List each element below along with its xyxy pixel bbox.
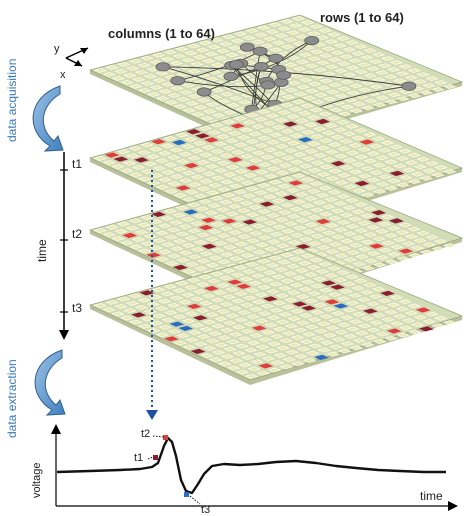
- extraction-curved-arrow: [34, 349, 66, 416]
- time-axis: [59, 152, 69, 340]
- voltage-trace-panel: [51, 424, 458, 511]
- time-point-t1: t1: [72, 157, 82, 171]
- trace-t2: t2: [141, 428, 150, 440]
- data-acquisition-label: data acquisition: [5, 59, 19, 142]
- axis-x-label: x: [60, 69, 66, 81]
- xy-axis-icon: [65, 47, 89, 67]
- rows-label: rows (1 to 64): [320, 10, 404, 25]
- time-point-t3: t3: [72, 301, 82, 315]
- time-point-t2: t2: [72, 227, 82, 241]
- trace-t1: t1: [134, 452, 143, 464]
- trace-time-label: time: [420, 489, 443, 503]
- trace-t3: t3: [201, 504, 210, 516]
- voltage-axis-label: voltage: [31, 463, 43, 498]
- extraction-dotted-arrow: [146, 170, 158, 420]
- acquisition-curved-arrow: [32, 85, 64, 152]
- axis-y-label: y: [54, 43, 60, 55]
- recording-plate-t3: [88, 247, 464, 385]
- time-axis-label: time: [35, 239, 49, 262]
- voltage-trace: [56, 436, 446, 495]
- columns-label: columns (1 to 64): [108, 26, 215, 41]
- data-extraction-label: data extraction: [5, 359, 19, 438]
